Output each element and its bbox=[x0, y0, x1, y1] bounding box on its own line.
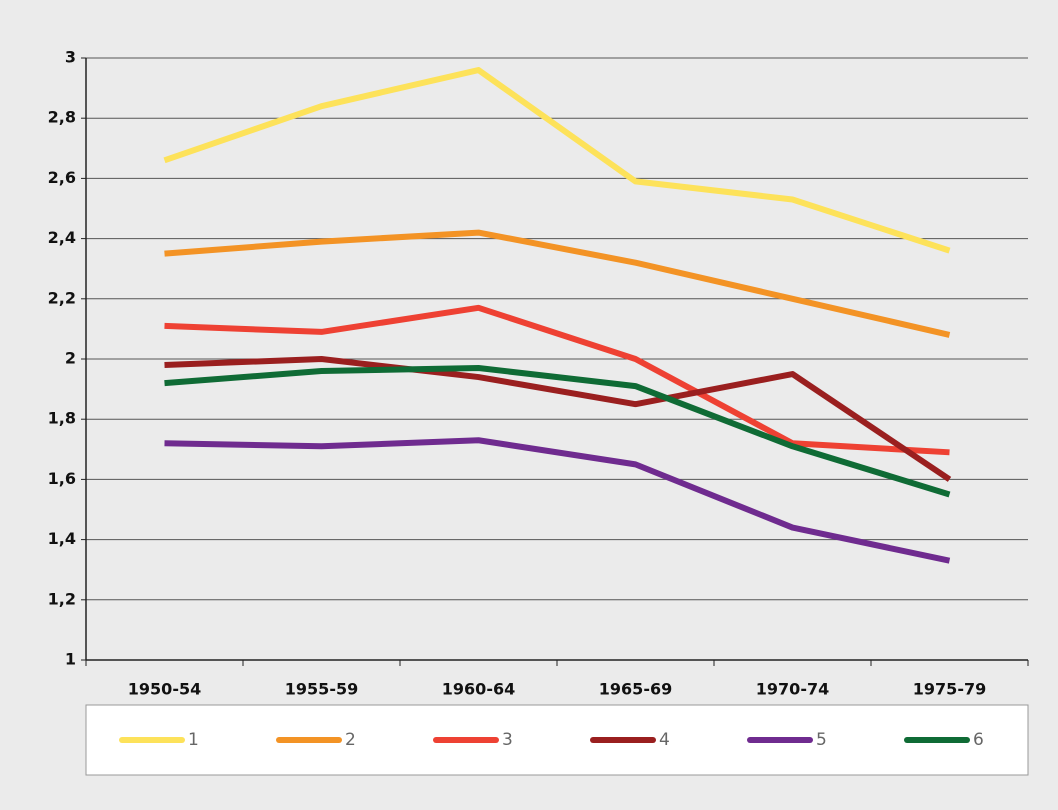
series-line bbox=[163, 67, 951, 254]
y-tick-label: 3 bbox=[65, 48, 76, 67]
y-tick-label: 1 bbox=[65, 650, 76, 669]
y-tick-label: 2,4 bbox=[48, 228, 76, 247]
series-line bbox=[164, 304, 950, 456]
y-tick-label: 2,6 bbox=[48, 168, 76, 187]
y-tick-label: 1,2 bbox=[48, 589, 76, 608]
series-line bbox=[164, 356, 952, 482]
legend-label: 5 bbox=[816, 730, 827, 750]
legend-label: 3 bbox=[502, 730, 513, 750]
series-line bbox=[164, 437, 951, 564]
legend-label: 2 bbox=[345, 730, 356, 750]
legend-label: 4 bbox=[659, 730, 670, 750]
x-tick-label: 1955-59 bbox=[285, 680, 358, 699]
legend-box bbox=[85, 704, 1029, 776]
series-line bbox=[164, 365, 951, 498]
y-tick-label: 2 bbox=[65, 349, 76, 368]
x-tick-label: 1970-74 bbox=[756, 680, 829, 699]
x-tick-label: 1965-69 bbox=[599, 680, 672, 699]
legend-label: 1 bbox=[188, 730, 199, 750]
y-tick-label: 2,8 bbox=[48, 108, 76, 127]
y-tick-label: 1,6 bbox=[48, 469, 76, 488]
x-tick-label: 1950-54 bbox=[128, 680, 201, 699]
y-tick-label: 2,2 bbox=[48, 288, 76, 307]
y-tick-label: 1,8 bbox=[48, 409, 76, 428]
x-tick-label: 1960-64 bbox=[442, 680, 515, 699]
series-line bbox=[164, 229, 951, 338]
y-tick-label: 1,4 bbox=[48, 529, 76, 548]
x-tick-label: 1975-79 bbox=[913, 680, 986, 699]
legend-label: 6 bbox=[973, 730, 984, 750]
